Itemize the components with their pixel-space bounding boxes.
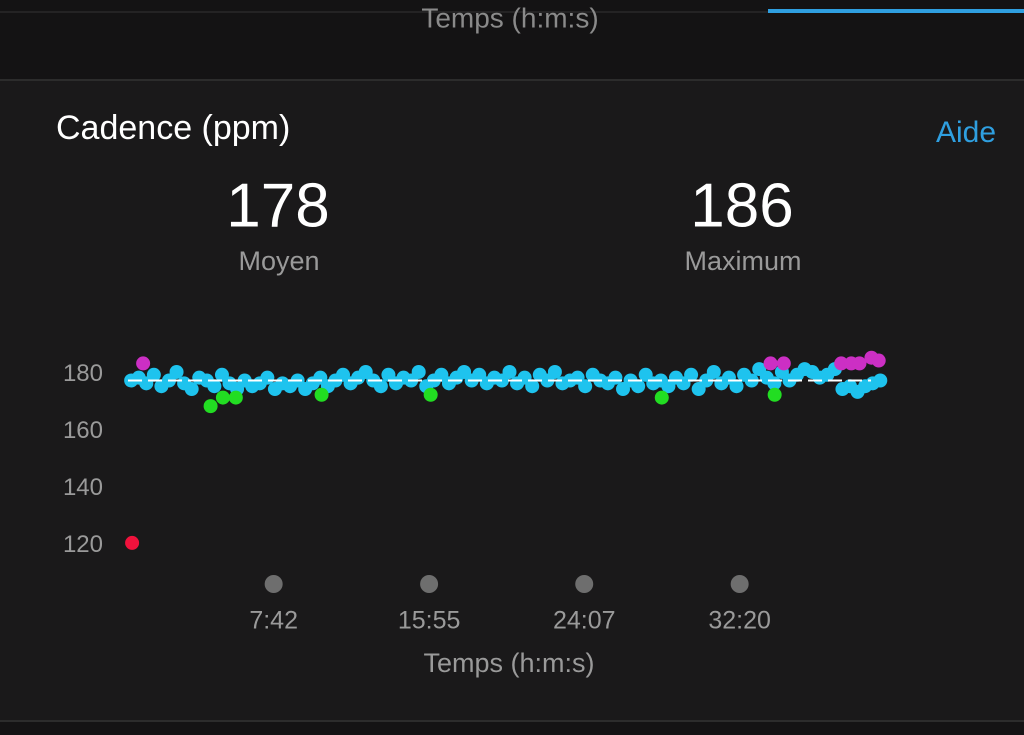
card — [0, 81, 1024, 720]
y-tick-label: 180 — [63, 360, 103, 387]
x-tick-dot — [264, 575, 283, 593]
data-point — [136, 356, 151, 371]
x-tick-label: 7:42 — [249, 607, 298, 635]
data-point — [184, 382, 199, 397]
data-point — [871, 353, 886, 368]
data-point — [834, 356, 849, 371]
help-link[interactable]: Aide — [936, 116, 996, 149]
data-point — [578, 379, 593, 394]
data-point — [169, 364, 184, 379]
data-point — [852, 356, 867, 371]
stat-label: Moyen — [238, 246, 319, 276]
data-point — [873, 373, 888, 388]
data-point — [654, 390, 669, 405]
header-partial: Temps (h:m:s) — [421, 2, 598, 33]
x-tick-dot — [575, 575, 594, 593]
y-tick-label: 140 — [63, 474, 103, 501]
stat-value: 178 — [226, 171, 329, 240]
data-point — [423, 387, 438, 402]
data-point — [547, 364, 562, 379]
stat-label: Maximum — [684, 246, 801, 276]
data-point — [203, 399, 218, 414]
data-point — [776, 356, 791, 371]
stat-value: 186 — [690, 171, 793, 240]
y-tick-label: 120 — [63, 531, 103, 558]
data-point — [146, 367, 161, 382]
x-tick-dot — [730, 575, 749, 593]
x-tick-label: 15:55 — [398, 607, 461, 635]
data-point — [684, 367, 699, 382]
x-tick-label: 24:07 — [553, 607, 616, 635]
data-point — [502, 364, 517, 379]
data-point — [767, 387, 782, 402]
data-point — [215, 390, 230, 405]
data-point — [706, 364, 721, 379]
data-point — [373, 379, 388, 394]
data-point — [608, 370, 623, 385]
data-point — [228, 390, 243, 405]
data-point — [260, 370, 275, 385]
data-point — [525, 379, 540, 394]
data-point — [763, 356, 778, 371]
data-point — [411, 364, 426, 379]
x-tick-label: 32:20 — [708, 607, 771, 635]
data-point — [631, 379, 646, 394]
card-title: Cadence (ppm) — [56, 109, 290, 147]
data-point — [207, 379, 222, 394]
x-axis-label: Temps (h:m:s) — [423, 648, 594, 678]
x-tick-dot — [420, 575, 439, 593]
y-tick-label: 160 — [63, 417, 103, 444]
data-point — [125, 535, 140, 550]
data-point — [314, 387, 329, 402]
data-point — [729, 379, 744, 394]
